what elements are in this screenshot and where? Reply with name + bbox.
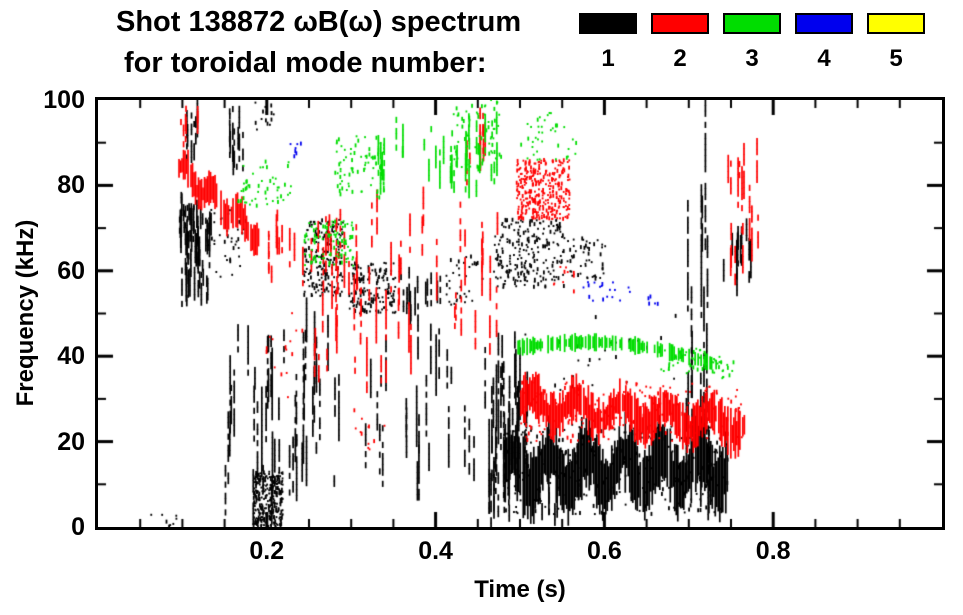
y-tick-label-20: 20 [57,427,85,456]
legend-label-mode-4: 4 [817,45,831,72]
x-tick-label-0.4: 0.4 [418,537,453,565]
legend-mode-3: 3 [723,13,781,73]
legend-swatch-mode-3 [723,13,781,34]
y-tick-label-80: 80 [57,171,85,200]
x-tick-label-0.2: 0.2 [249,537,285,565]
legend-swatch-mode-5 [867,13,925,34]
plot-area [95,97,945,530]
y-tick-label-40: 40 [57,342,85,371]
legend-mode-2: 2 [651,13,709,73]
legend-swatch-mode-1 [579,13,637,34]
legend-label-mode-1: 1 [601,45,615,72]
legend-label-mode-3: 3 [745,45,759,72]
legend-swatch-mode-2 [651,13,709,34]
chart-subtitle: for toroidal mode number: [124,47,487,79]
spectrogram-canvas [98,100,942,527]
legend-mode-5: 5 [867,13,925,73]
legend-label-mode-2: 2 [673,45,687,72]
y-tick-label-100: 100 [43,86,85,114]
x-tick-label-0.6: 0.6 [587,537,622,565]
legend-mode-1: 1 [579,13,637,73]
y-tick-label-60: 60 [57,256,85,285]
legend-label-mode-5: 5 [889,45,903,72]
x-axis-label: Time (s) [474,576,566,603]
legend-mode-4: 4 [795,13,853,73]
y-tick-label-0: 0 [71,513,85,541]
chart-title: Shot 138872 ωB(ω) spectrum [116,6,522,38]
legend: 1 2 3 4 5 [579,13,925,73]
y-axis-label: Frequency (kHz) [12,219,39,407]
x-tick-label-0.8: 0.8 [755,537,791,565]
legend-swatch-mode-4 [795,13,853,34]
